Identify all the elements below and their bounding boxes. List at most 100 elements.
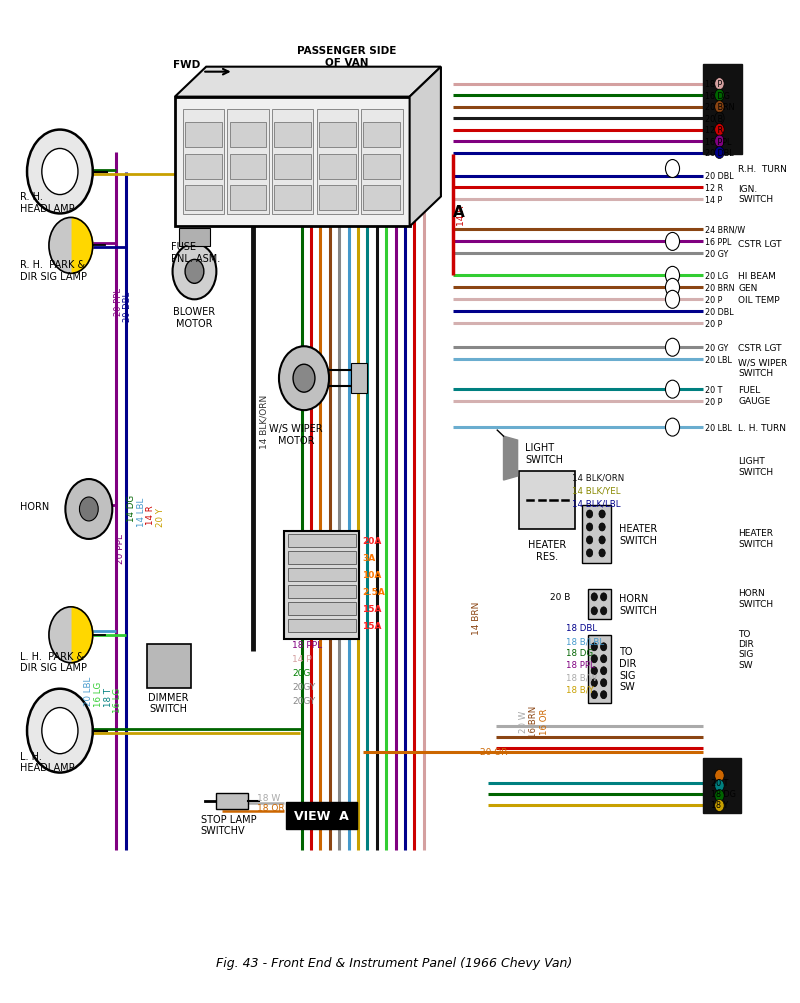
Circle shape bbox=[586, 524, 593, 532]
Circle shape bbox=[601, 607, 606, 615]
Text: CSTR LGT: CSTR LGT bbox=[738, 240, 782, 249]
Text: 12 R: 12 R bbox=[705, 184, 722, 193]
FancyBboxPatch shape bbox=[230, 187, 266, 212]
Circle shape bbox=[42, 708, 78, 754]
Text: 20 P: 20 P bbox=[705, 397, 722, 406]
Circle shape bbox=[666, 267, 679, 285]
Circle shape bbox=[586, 511, 593, 519]
FancyBboxPatch shape bbox=[274, 187, 311, 212]
FancyBboxPatch shape bbox=[317, 109, 358, 216]
FancyBboxPatch shape bbox=[363, 122, 400, 147]
Text: 20 DBL: 20 DBL bbox=[705, 308, 734, 317]
Text: TO
DIR
SIG
SW: TO DIR SIG SW bbox=[619, 647, 637, 691]
Text: L. H. TURN: L. H. TURN bbox=[738, 423, 786, 432]
Text: PASSENGER SIDE
OF VAN: PASSENGER SIDE OF VAN bbox=[298, 46, 397, 67]
Text: 18 B/Y: 18 B/Y bbox=[566, 684, 594, 693]
Polygon shape bbox=[71, 219, 93, 274]
Text: 16 BRN: 16 BRN bbox=[530, 705, 538, 737]
FancyBboxPatch shape bbox=[274, 122, 311, 147]
Text: 18 OR: 18 OR bbox=[257, 803, 285, 812]
FancyBboxPatch shape bbox=[588, 590, 611, 619]
FancyBboxPatch shape bbox=[285, 532, 358, 639]
Text: 14 BLK/ORN: 14 BLK/ORN bbox=[259, 394, 269, 448]
FancyBboxPatch shape bbox=[185, 187, 222, 212]
Text: 18 P: 18 P bbox=[705, 80, 722, 89]
Text: 20 BRN: 20 BRN bbox=[705, 284, 734, 293]
FancyBboxPatch shape bbox=[361, 109, 402, 216]
Text: 18 PPL: 18 PPL bbox=[292, 641, 322, 650]
Text: FWD: FWD bbox=[173, 59, 200, 69]
Text: OIL TEMP: OIL TEMP bbox=[738, 296, 780, 305]
Circle shape bbox=[714, 799, 724, 811]
Circle shape bbox=[599, 550, 606, 558]
FancyBboxPatch shape bbox=[287, 569, 356, 582]
FancyBboxPatch shape bbox=[703, 64, 742, 154]
Circle shape bbox=[714, 78, 724, 90]
Text: 20 DBL: 20 DBL bbox=[705, 172, 734, 181]
Polygon shape bbox=[49, 219, 71, 274]
Text: 20A: 20A bbox=[362, 537, 382, 546]
Text: BLOWER
MOTOR: BLOWER MOTOR bbox=[174, 307, 215, 329]
FancyBboxPatch shape bbox=[185, 154, 222, 180]
Text: 20 B: 20 B bbox=[705, 114, 722, 123]
FancyBboxPatch shape bbox=[287, 586, 356, 598]
Text: 15A: 15A bbox=[362, 605, 382, 614]
Circle shape bbox=[591, 607, 598, 615]
Text: L. H.  PARK &
DIR SIG LAMP: L. H. PARK & DIR SIG LAMP bbox=[20, 651, 87, 673]
Circle shape bbox=[714, 136, 724, 147]
Circle shape bbox=[173, 244, 216, 300]
Circle shape bbox=[79, 497, 98, 522]
Text: LIGHT
SWITCH: LIGHT SWITCH bbox=[526, 443, 563, 464]
Text: 2.5A: 2.5A bbox=[362, 588, 385, 597]
Text: 18 PPL: 18 PPL bbox=[566, 661, 595, 670]
Text: 20 GY: 20 GY bbox=[705, 250, 728, 259]
Circle shape bbox=[586, 550, 593, 558]
Text: 20 P: 20 P bbox=[705, 320, 722, 328]
FancyBboxPatch shape bbox=[319, 187, 356, 212]
Text: 18 DG: 18 DG bbox=[711, 789, 736, 798]
Text: 20 GY: 20 GY bbox=[705, 343, 728, 352]
Text: LIGHT
SWITCH: LIGHT SWITCH bbox=[738, 457, 774, 476]
Circle shape bbox=[666, 418, 679, 436]
Text: R. H.  PARK &
DIR SIG LAMP: R. H. PARK & DIR SIG LAMP bbox=[20, 260, 87, 282]
Text: FUSE
PNL. ASM.: FUSE PNL. ASM. bbox=[171, 242, 220, 264]
Text: 18 Y: 18 Y bbox=[711, 800, 728, 809]
Text: 14 P: 14 P bbox=[705, 196, 722, 205]
Text: DIMMER
SWITCH: DIMMER SWITCH bbox=[148, 692, 189, 713]
Text: 16 PPL: 16 PPL bbox=[705, 137, 731, 146]
FancyBboxPatch shape bbox=[588, 635, 611, 703]
Text: 14 P: 14 P bbox=[292, 655, 312, 664]
Text: 20 LBL: 20 LBL bbox=[84, 676, 94, 706]
FancyBboxPatch shape bbox=[230, 122, 266, 147]
Circle shape bbox=[591, 655, 598, 663]
Circle shape bbox=[27, 689, 93, 772]
Circle shape bbox=[666, 233, 679, 251]
Text: 14 BRN: 14 BRN bbox=[472, 601, 482, 634]
FancyBboxPatch shape bbox=[286, 801, 358, 829]
Circle shape bbox=[601, 593, 606, 601]
FancyBboxPatch shape bbox=[227, 109, 269, 216]
FancyBboxPatch shape bbox=[287, 552, 356, 565]
Text: 20 PPL: 20 PPL bbox=[116, 534, 126, 564]
Text: 20 B: 20 B bbox=[550, 593, 570, 602]
Text: 20 OR: 20 OR bbox=[480, 747, 507, 756]
Text: A: A bbox=[453, 206, 465, 221]
Text: 14 BLK/YEL: 14 BLK/YEL bbox=[572, 486, 621, 495]
Circle shape bbox=[591, 593, 598, 601]
Text: 20 W: 20 W bbox=[519, 710, 528, 732]
Text: HI BEAM: HI BEAM bbox=[738, 272, 776, 281]
FancyBboxPatch shape bbox=[230, 154, 266, 180]
FancyBboxPatch shape bbox=[287, 602, 356, 615]
Circle shape bbox=[293, 365, 315, 393]
Text: 20 P: 20 P bbox=[705, 296, 722, 305]
Text: 16 LG: 16 LG bbox=[94, 681, 102, 707]
FancyBboxPatch shape bbox=[363, 154, 400, 180]
Circle shape bbox=[714, 147, 724, 159]
Text: GEN: GEN bbox=[738, 284, 758, 293]
Text: 20 PPL: 20 PPL bbox=[114, 288, 123, 316]
Circle shape bbox=[185, 260, 204, 284]
Text: 18 DBL: 18 DBL bbox=[566, 624, 598, 633]
Circle shape bbox=[601, 691, 606, 699]
Circle shape bbox=[714, 124, 724, 136]
Circle shape bbox=[666, 279, 679, 297]
